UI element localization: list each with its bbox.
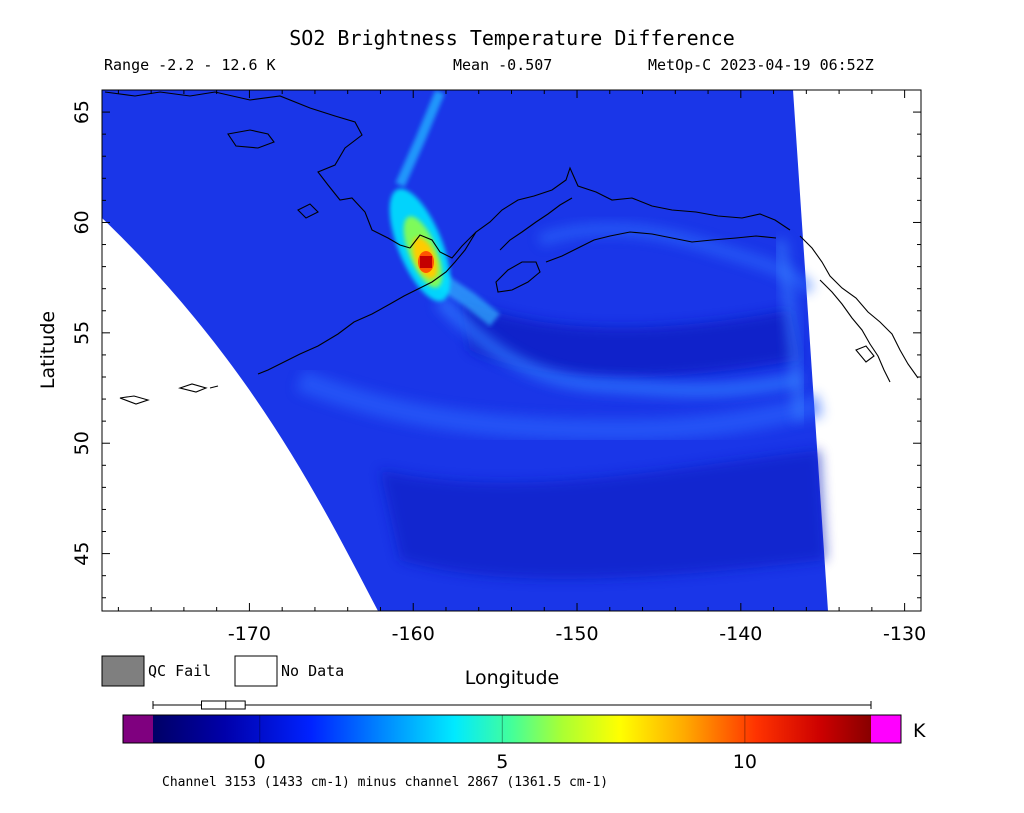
x-tick-label: -150	[555, 623, 598, 645]
alaska-west-coast	[104, 91, 411, 249]
y-tick-label: 65	[71, 100, 93, 124]
distribution-boxplot	[152, 700, 872, 710]
plume-streak	[395, 90, 445, 188]
light-band-2	[295, 369, 823, 442]
colorbar-tick-label: 5	[496, 751, 508, 773]
light-band-1	[435, 295, 802, 397]
y-tick-label: 45	[71, 542, 93, 566]
plume-core	[420, 256, 432, 268]
range-label: Range -2.2 - 12.6 K	[104, 56, 276, 74]
no-data-swatch	[234, 655, 278, 687]
y-tick-label: 50	[71, 431, 93, 455]
aleutian-islands	[119, 383, 219, 405]
qc-fail-swatch	[101, 655, 145, 687]
cook-inlet	[499, 197, 573, 251]
colorbar-ticks: 0 5 10	[254, 715, 757, 773]
colorbar-caption: Channel 3153 (1433 cm-1) minus channel 2…	[162, 775, 608, 790]
instrument-label: MetOp-C 2023-04-19 06:52Z	[648, 56, 874, 74]
x-tick-label: -170	[228, 623, 271, 645]
colorbar-tick-label: 10	[733, 751, 757, 773]
inside-passage	[819, 279, 891, 383]
boxplot-box	[201, 700, 246, 710]
mean-label: Mean -0.507	[453, 56, 553, 74]
nunivak-island	[227, 129, 275, 149]
y-axis-label: Latitude	[37, 311, 59, 389]
qc-fail-label: QC Fail	[148, 662, 211, 680]
kodiak-island	[495, 261, 541, 293]
x-tick-label: -130	[883, 623, 926, 645]
x-tick-label: -160	[392, 623, 435, 645]
y-axis: 45 50 55 60 65	[71, 89, 921, 599]
x-tick-label: -140	[719, 623, 762, 645]
dark-band	[460, 300, 800, 378]
colorbar-underflow	[123, 715, 153, 743]
bristol-bay-coast	[409, 166, 791, 259]
coastlines	[104, 91, 919, 405]
island-small-2	[855, 345, 875, 363]
y-tick-label: 55	[71, 321, 93, 345]
data-field	[102, 90, 919, 611]
island-small-1	[297, 203, 319, 219]
y-tick-label: 60	[71, 210, 93, 234]
no-data-label: No Data	[281, 662, 344, 680]
colorbar-tick-label: 0	[254, 751, 266, 773]
x-axis-label: Longitude	[465, 667, 560, 689]
edge-band	[774, 239, 806, 421]
dark-band-south	[380, 450, 826, 579]
southeast-alaska	[799, 235, 919, 379]
colorbar-overflow	[871, 715, 901, 743]
colorbar-unit: K	[913, 720, 926, 742]
colorbar-frame	[122, 714, 902, 744]
chart-title: SO2 Brightness Temperature Difference	[289, 26, 735, 50]
x-axis: -170 -160 -150 -140 -130	[117, 90, 926, 645]
kenai-coast	[545, 231, 777, 263]
alaska-peninsula	[257, 231, 477, 375]
colorbar-gradient	[153, 715, 871, 743]
